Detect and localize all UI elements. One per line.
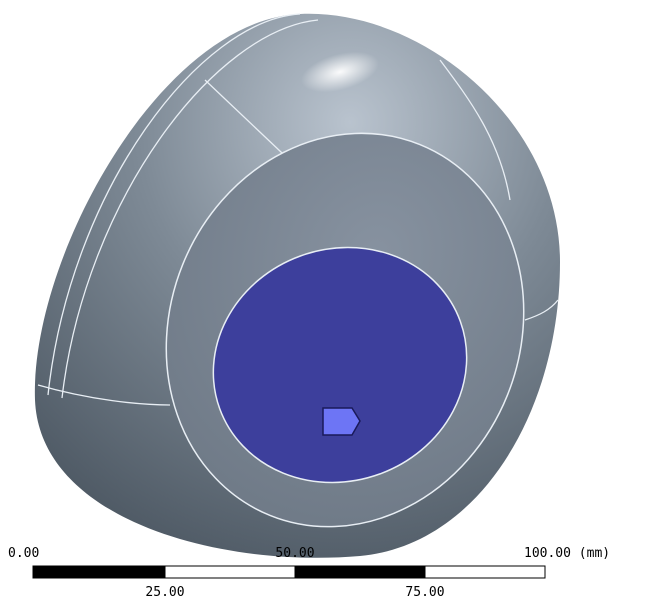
model: [35, 14, 582, 581]
scale-label: 25.00: [145, 585, 184, 600]
viewport: 0.00 50.00 100.00 (mm) 25.00 75.00: [0, 0, 648, 606]
scale-bar: 0.00 50.00 100.00 (mm) 25.00 75.00: [8, 546, 610, 600]
scale-segment: [295, 566, 425, 578]
scale-segment: [425, 566, 545, 578]
scale-label: 50.00: [275, 546, 314, 561]
marker: [323, 408, 360, 435]
scale-label: 75.00: [405, 585, 444, 600]
scale-label: 0.00: [8, 546, 39, 561]
scale-label: 100.00 (mm): [524, 546, 610, 561]
page: 0.00 50.00 100.00 (mm) 25.00 75.00 (() =…: [0, 0, 648, 606]
scale-segment: [33, 566, 165, 578]
scale-segment: [165, 566, 295, 578]
